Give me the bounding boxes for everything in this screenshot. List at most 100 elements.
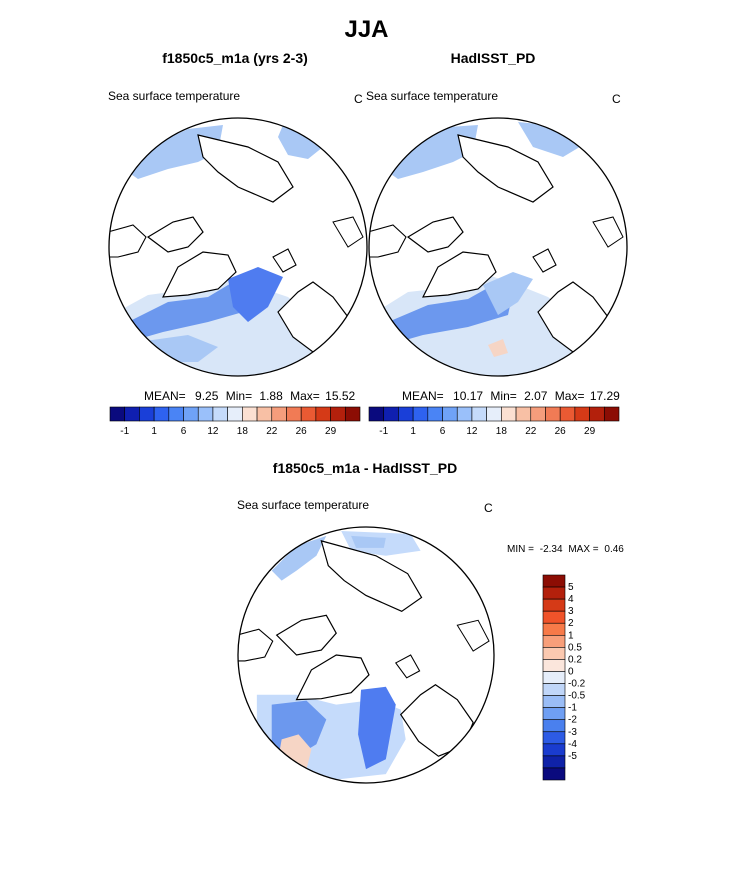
colorbar-swatch <box>197 406 214 422</box>
colorbar-swatch <box>227 406 243 422</box>
diff-min-label: MIN = <box>507 544 534 555</box>
colorbar-tick-label: 6 <box>440 426 446 437</box>
colorbar-tick-label: 5 <box>568 582 574 593</box>
colorbar-swatch <box>427 406 443 422</box>
land-canada-arctic <box>146 216 204 253</box>
sst-pacific-region <box>388 125 478 179</box>
colorbar-swatch <box>183 406 199 422</box>
colorbar-swatch <box>542 695 566 708</box>
min-value: 2.07 <box>524 389 548 403</box>
panel2-subtitle: Sea surface temperature <box>366 89 499 103</box>
main-title: JJA <box>344 16 389 43</box>
land-greenland <box>295 654 370 701</box>
colorbar-tick-label: 0.2 <box>568 654 582 665</box>
colorbar-tick-label: 1 <box>151 426 157 437</box>
colorbar-tick-label: 18 <box>237 426 249 437</box>
land-asia <box>320 540 423 613</box>
diff-pacific <box>271 535 327 581</box>
colorbar-tick-label: 1 <box>568 630 574 641</box>
colorbar-swatch <box>412 406 429 422</box>
colorbar-tick-label: -3 <box>568 727 577 738</box>
land-asia <box>457 134 554 203</box>
colorbar-tick-label: 3 <box>568 606 574 617</box>
polar-map-model <box>108 117 368 377</box>
colorbar-tick-label: -1 <box>568 703 577 714</box>
colorbar-swatch <box>256 406 273 422</box>
colorbar-swatch <box>271 406 287 422</box>
colorbar-tick-label: 22 <box>266 426 278 437</box>
colorbar-tick-label: 29 <box>584 426 596 437</box>
colorbar-swatch <box>168 406 184 422</box>
land-asia <box>197 134 294 203</box>
colorbar-horizontal-observed: -1 1 6 12 18 22 26 29 <box>368 406 620 437</box>
colorbar-tick-label: 26 <box>296 426 308 437</box>
sst-warm-patch <box>488 339 508 357</box>
mean-label: MEAN= <box>402 389 444 403</box>
colorbar-swatch <box>542 683 566 696</box>
colorbar-tick-label: 26 <box>555 426 567 437</box>
colorbar-swatch <box>542 755 566 769</box>
colorbar-tick-label: 0 <box>568 666 574 677</box>
colorbar-swatch <box>286 406 302 422</box>
colorbar-swatch <box>542 707 566 721</box>
colorbar-swatch <box>542 598 566 612</box>
colorbar-swatch <box>153 406 170 422</box>
land-greenland <box>161 251 237 298</box>
colorbar-horizontal-model: -1 1 6 12 18 22 26 29 <box>109 406 361 437</box>
max-label: Max= <box>290 389 320 403</box>
colorbar-swatch <box>515 406 532 422</box>
colorbar-swatch <box>344 406 361 422</box>
land-canada-arctic <box>406 216 464 253</box>
colorbar-swatch <box>542 647 566 660</box>
colorbar-swatch <box>589 406 605 422</box>
land-svalbard <box>394 654 421 679</box>
sst-norwegian-sea <box>228 267 283 322</box>
colorbar-swatch <box>139 406 155 422</box>
panel2-title: HadISST_PD <box>450 50 536 66</box>
min-value: 1.88 <box>259 389 283 403</box>
mean-value: 9.25 <box>195 389 219 403</box>
colorbar-swatch <box>242 406 258 422</box>
panel2-stats: MEAN= 10.17 Min= 2.07 Max= 17.29 <box>402 389 620 403</box>
polar-map-observed <box>368 117 628 377</box>
diff-minmax: MIN = -2.34 MAX = 0.46 <box>507 544 624 555</box>
land-canada-arctic <box>275 614 337 656</box>
colorbar-swatch <box>542 586 566 600</box>
colorbar-swatch <box>603 406 620 422</box>
diff-norwegian <box>358 686 396 770</box>
colorbar-swatch <box>383 406 399 422</box>
panel3-title: f1850c5_m1a - HadISST_PD <box>272 460 458 476</box>
colorbar-tick-label: -1 <box>379 426 388 437</box>
sst-norwegian-sea <box>483 272 533 315</box>
colorbar-swatch <box>300 406 317 422</box>
panel1-title: f1850c5_m1a (yrs 2-3) <box>162 50 308 66</box>
colorbar-tick-label: 18 <box>496 426 508 437</box>
colorbar-swatch <box>542 574 566 588</box>
diff-bering-strong <box>351 535 386 548</box>
colorbar-swatch <box>486 406 502 422</box>
colorbar-swatch <box>442 406 458 422</box>
colorbar-tick-label: -0.5 <box>568 691 586 702</box>
mean-label: MEAN= <box>144 389 186 403</box>
colorbar-tick-label: 2 <box>568 618 574 629</box>
colorbar-swatch <box>574 406 590 422</box>
colorbar-swatch <box>542 659 566 672</box>
colorbar-swatch <box>530 406 546 422</box>
min-label: Min= <box>225 389 253 403</box>
min-label: Min= <box>490 389 517 403</box>
colorbar-swatch <box>542 767 566 781</box>
mean-value: 10.17 <box>453 389 484 403</box>
sst-atlantic-mid <box>128 282 248 342</box>
colorbar-swatch <box>456 406 473 422</box>
colorbar-swatch <box>501 406 517 422</box>
colorbar-swatch <box>559 406 576 422</box>
land-greenland <box>421 251 497 298</box>
colorbar-tick-label: 0.5 <box>568 642 582 653</box>
colorbar-swatch <box>545 406 561 422</box>
colorbar-swatch <box>330 406 346 422</box>
colorbar-tick-label: 6 <box>181 426 187 437</box>
colorbar-tick-label: 1 <box>410 426 416 437</box>
colorbar-tick-label: -4 <box>568 739 577 750</box>
diff-min-value: -2.34 <box>539 544 563 555</box>
colorbar-tick-label: -2 <box>568 715 577 726</box>
